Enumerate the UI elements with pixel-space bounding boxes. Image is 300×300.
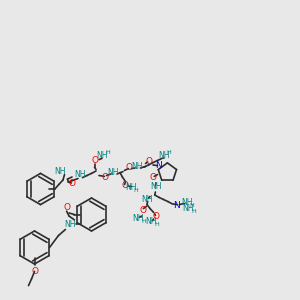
Text: NH: NH: [107, 168, 118, 177]
Text: NH: NH: [146, 218, 157, 226]
Text: O: O: [125, 164, 133, 172]
Text: NH: NH: [75, 170, 86, 179]
Text: NH: NH: [54, 167, 66, 176]
Text: O: O: [139, 206, 146, 215]
Text: NH: NH: [131, 162, 142, 171]
Text: NH: NH: [96, 152, 108, 160]
Text: O: O: [152, 212, 160, 221]
Text: NH: NH: [159, 152, 170, 160]
Text: H: H: [105, 151, 110, 155]
Text: O: O: [68, 179, 76, 188]
Text: O: O: [91, 156, 98, 165]
Text: NH: NH: [64, 220, 75, 229]
Text: H: H: [141, 219, 146, 224]
Text: NH: NH: [125, 183, 136, 192]
Text: O: O: [149, 173, 157, 182]
Text: O: O: [121, 182, 128, 190]
Text: NH: NH: [183, 204, 194, 213]
Text: H: H: [166, 151, 171, 155]
Text: NH: NH: [150, 182, 162, 191]
Text: H: H: [191, 209, 196, 214]
Text: N: N: [156, 161, 162, 170]
Text: H: H: [134, 188, 138, 193]
Text: NH: NH: [141, 195, 153, 204]
Text: O: O: [101, 173, 109, 182]
Text: H: H: [154, 223, 159, 227]
Text: O: O: [63, 202, 70, 211]
Text: O: O: [145, 157, 152, 166]
Text: NH: NH: [181, 198, 192, 207]
Text: N: N: [174, 201, 180, 210]
Text: H: H: [190, 203, 194, 208]
Text: O: O: [31, 267, 38, 276]
Text: NH: NH: [132, 214, 144, 223]
